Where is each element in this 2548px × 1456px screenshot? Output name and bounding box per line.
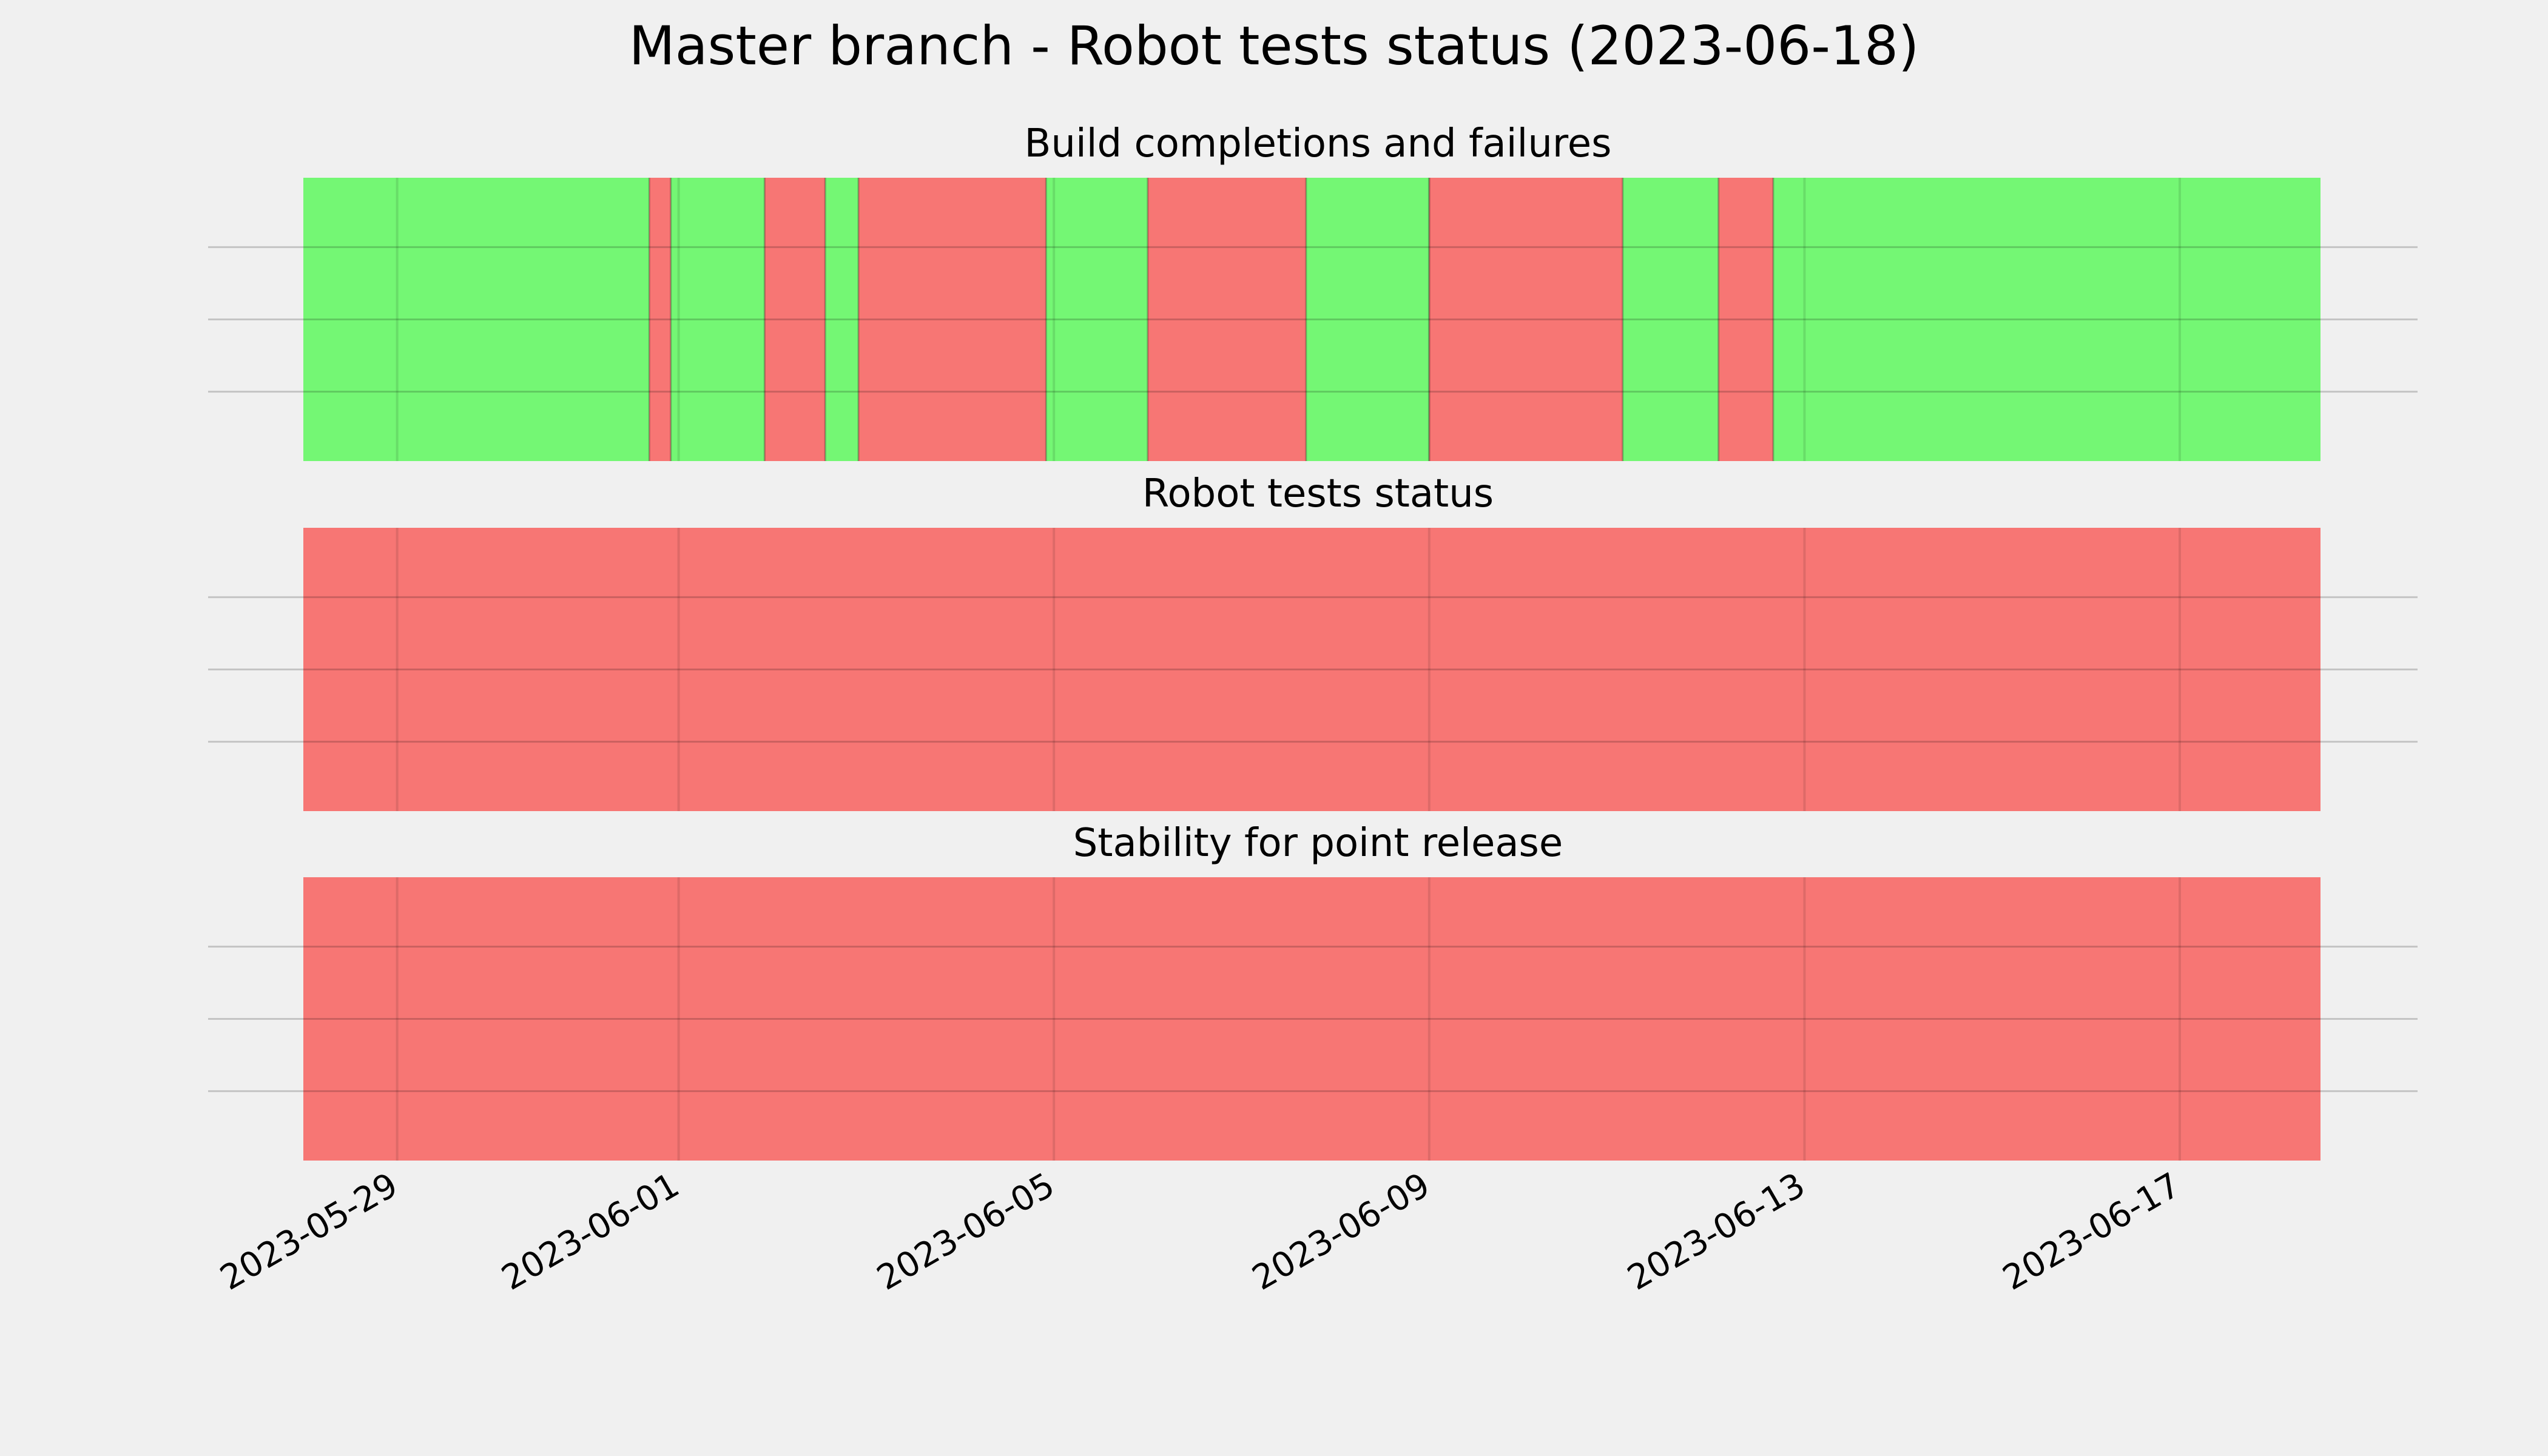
panel-2: Robot tests status bbox=[208, 471, 2418, 811]
status-segment-success bbox=[1773, 178, 2320, 461]
status-segment-success bbox=[303, 178, 650, 461]
status-segment-success bbox=[1306, 178, 1429, 461]
status-segment-failure bbox=[1718, 178, 1773, 461]
panels: Build completions and failures Robot test… bbox=[208, 121, 2418, 1161]
status-segment-success bbox=[825, 178, 859, 461]
status-segment-success bbox=[1622, 178, 1719, 461]
chart-title: Master branch - Robot tests status (2023… bbox=[629, 15, 1919, 77]
status-segment-failure bbox=[303, 877, 2320, 1161]
status-segment-failure bbox=[1147, 178, 1306, 461]
status-segment-success bbox=[1046, 178, 1148, 461]
status-segment-failure bbox=[1429, 178, 1623, 461]
status-segment-failure bbox=[649, 178, 671, 461]
status-segment-failure bbox=[764, 178, 826, 461]
status-segment-failure bbox=[303, 528, 2320, 811]
status-segment-failure bbox=[858, 178, 1046, 461]
panel-3: Stability for point release bbox=[208, 821, 2418, 1161]
panel-title: Build completions and failures bbox=[1025, 121, 1612, 166]
panel-title: Stability for point release bbox=[1073, 821, 1563, 866]
panel-1: Build completions and failures bbox=[208, 121, 2418, 461]
panel-title: Robot tests status bbox=[1142, 471, 1494, 516]
status-segment-success bbox=[670, 178, 765, 461]
